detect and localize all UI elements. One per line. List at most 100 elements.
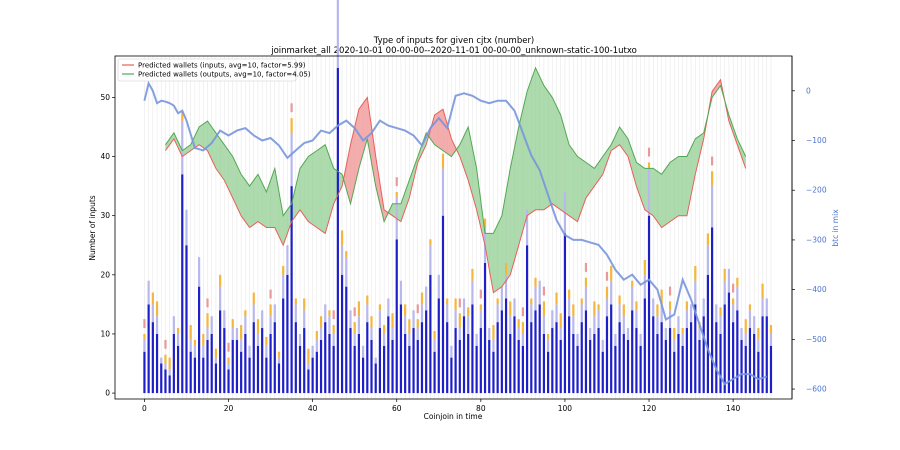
- fill-segment: [653, 168, 662, 228]
- bar-segment-light: [399, 280, 403, 305]
- bar: [408, 345, 411, 394]
- bar-segment-light: [504, 274, 508, 299]
- bar-segment-orange: [668, 301, 672, 311]
- bar-segment-light: [425, 286, 428, 311]
- bar-series: [143, 0, 773, 394]
- fill-segment: [249, 174, 258, 228]
- bar: [605, 316, 609, 394]
- bar-segment-orange: [446, 298, 449, 305]
- inputs-line: [165, 78, 747, 294]
- bar-segment-light: [231, 328, 234, 340]
- fill-segment: [661, 162, 671, 228]
- bar-segment-orange: [219, 274, 222, 287]
- bar: [454, 328, 457, 394]
- bar: [420, 322, 424, 394]
- bar-segment-light: [643, 274, 646, 299]
- bar: [761, 316, 764, 394]
- bar: [753, 333, 756, 394]
- bar-segment-orange: [244, 310, 247, 317]
- x-tick-label: 20: [224, 404, 234, 413]
- bar-segment-light: [160, 357, 163, 364]
- bar: [227, 369, 230, 394]
- bar: [164, 369, 167, 394]
- bar-segment-orange: [168, 357, 171, 370]
- bar-segment-light: [513, 298, 516, 317]
- bar: [277, 363, 281, 394]
- bar-segment-light: [219, 286, 222, 311]
- bar-segment-light: [168, 369, 171, 376]
- bar-segment-orange: [290, 118, 293, 133]
- bar: [361, 357, 365, 394]
- bar: [568, 316, 571, 394]
- bar-segment-light: [559, 328, 562, 340]
- bar-segment-orange: [673, 328, 676, 340]
- bar-segment-orange: [681, 328, 684, 334]
- bar: [319, 339, 323, 394]
- bar-segment-light: [248, 345, 251, 358]
- bar: [252, 322, 255, 394]
- bar-segment-light: [328, 316, 331, 334]
- bar: [248, 357, 251, 394]
- bar: [412, 328, 415, 394]
- bar-segment-light: [711, 186, 714, 228]
- bar: [513, 316, 516, 394]
- bar: [475, 345, 478, 394]
- bar-segment-orange: [706, 233, 710, 246]
- y-tick-label: 20: [100, 270, 110, 279]
- bar: [151, 322, 154, 394]
- bar-segment-light: [492, 339, 495, 352]
- legend-box: [117, 58, 297, 82]
- bar-segment-orange: [265, 336, 268, 346]
- bar-segment-light: [656, 316, 659, 334]
- y2-tick-label: −100: [806, 136, 827, 145]
- bar-segment-orange: [227, 357, 230, 364]
- bar-segment-orange: [618, 295, 621, 305]
- bar: [732, 322, 735, 394]
- bar-segment-light: [732, 304, 735, 323]
- bar: [618, 322, 621, 394]
- bar: [370, 339, 373, 394]
- bar-segment-light: [727, 268, 731, 293]
- bar: [723, 304, 726, 394]
- bar: [176, 345, 180, 394]
- bar-segment-light: [631, 286, 634, 311]
- bar-segment-light: [311, 345, 314, 358]
- fill-segment: [636, 162, 645, 210]
- bar-segment-light: [193, 345, 196, 358]
- bar: [488, 339, 491, 394]
- fill-segment: [173, 132, 183, 157]
- bar-segment-light: [496, 304, 499, 323]
- bar-segment-light: [345, 257, 348, 287]
- y2-tick-label: −600: [806, 385, 827, 394]
- bar-segment-light: [450, 345, 453, 358]
- bar: [235, 339, 239, 394]
- bar: [635, 328, 638, 394]
- bar-segment-orange: [328, 310, 331, 317]
- bar-segment-orange: [534, 277, 537, 287]
- bar-segment-light: [547, 339, 550, 352]
- bar-segment-orange: [744, 319, 747, 334]
- fill-segment: [241, 174, 250, 228]
- bar-segment-light: [391, 328, 394, 340]
- bar-segment-pink: [290, 103, 293, 113]
- bar: [256, 345, 260, 394]
- bar-segment-light: [589, 328, 592, 340]
- bar: [332, 345, 335, 394]
- bar: [383, 345, 386, 394]
- bar: [294, 322, 297, 394]
- bar-segment-light: [689, 304, 693, 323]
- bar-segment-orange: [193, 339, 196, 346]
- bar-segment-light: [315, 339, 318, 352]
- bar-segment-light: [517, 328, 520, 340]
- bar: [614, 345, 617, 394]
- fill-segment: [602, 144, 612, 175]
- bar: [530, 322, 533, 394]
- fill-segment: [165, 132, 174, 151]
- bar-segment-light: [723, 280, 726, 305]
- bar-segment-orange: [467, 307, 470, 317]
- bar-segment-light: [761, 298, 764, 317]
- bar-segment-orange: [631, 280, 634, 287]
- bar: [765, 316, 768, 394]
- bar-segment-pink: [584, 262, 588, 272]
